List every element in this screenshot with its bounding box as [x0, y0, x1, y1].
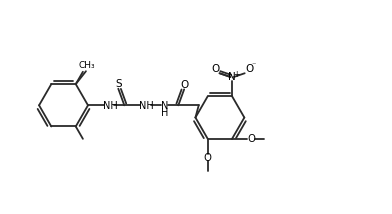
Text: +: + [233, 70, 240, 79]
Text: O: O [180, 80, 189, 90]
Text: NH: NH [139, 101, 154, 111]
Text: O: O [211, 64, 219, 74]
Text: NH: NH [103, 101, 118, 111]
Text: CH₃: CH₃ [78, 61, 95, 70]
Text: N: N [228, 72, 236, 82]
Text: O: O [245, 64, 253, 74]
Text: S: S [115, 79, 122, 89]
Text: O: O [248, 134, 256, 144]
Text: H: H [161, 108, 168, 118]
Text: N: N [161, 101, 168, 111]
Text: ⁻: ⁻ [252, 61, 256, 70]
Text: O: O [204, 153, 212, 163]
